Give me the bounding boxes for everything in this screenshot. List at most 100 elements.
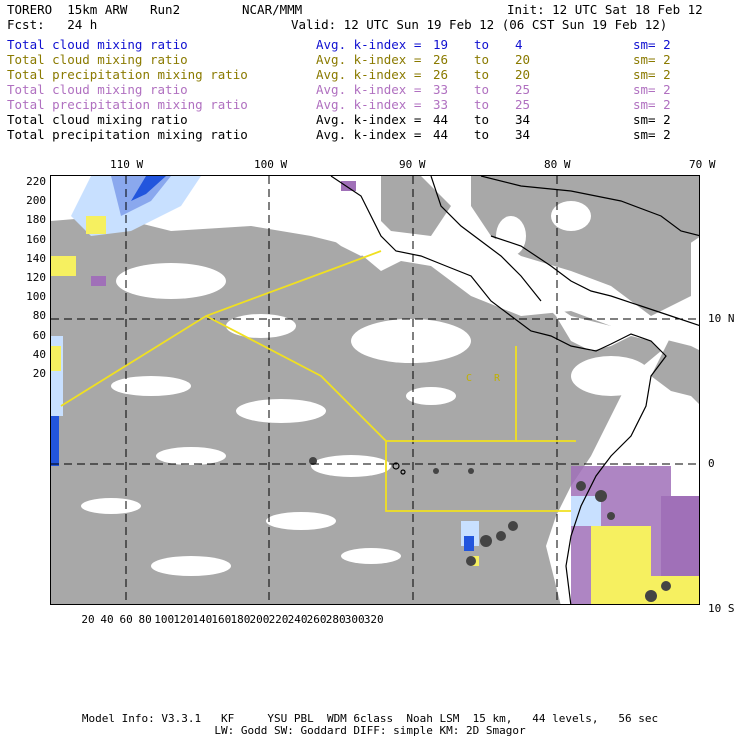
legend-kindex-from: 33 [433,97,449,112]
legend-field-label: Total precipitation mixing ratio [7,97,248,112]
legend-smoothing: sm= 2 [633,127,671,142]
legend-to-word: to [474,52,490,67]
coastlines [330,176,699,604]
valid-time: Valid: 12 UTC Sun 19 Feb 12 (06 CST Sun … [291,17,668,32]
legend-kindex-to: 20 [515,67,531,82]
x-tick-label: 100 [154,613,175,626]
model-info-line: Model Info: V3.3.1 KF YSU PBL WDM 6class… [81,712,659,725]
legend-to-word: to [474,82,490,97]
high-kindex-cores [309,457,671,602]
legend-kindex-label: Avg. k-index = [316,82,422,97]
x-tick-label: 240 [287,613,308,626]
legend-row: Total precipitation mixing ratio Avg. k-i… [7,67,733,82]
weather-map: C R [51,176,699,604]
y-tick-label: 40 [32,347,46,361]
legend-kindex-to: 25 [515,97,531,112]
legend-kindex-label: Avg. k-index = [316,112,422,127]
land-mexico [281,176,381,256]
legend-row: Total cloud mixing ratio Avg. k-index = 44… [7,112,733,127]
y-tick-label: 100 [26,290,46,304]
legend-kindex-to: 4 [515,37,523,52]
x-tick-label: 220 [268,613,289,626]
legend-field-label: Total precipitation mixing ratio [7,127,248,142]
x-tick-label: 60 [119,613,133,626]
lat-lon-grid [51,176,699,604]
x-tick-label: 300 [344,613,365,626]
y-tick-label: 60 [32,328,46,342]
organization-label: NCAR/MMM [242,2,303,17]
x-tick-label: 120 [173,613,194,626]
legend-to-word: to [474,112,490,127]
physics-info-line: LW: Godd SW: Goddard DIFF: simple KM: 2D… [214,724,526,737]
legend-field-label: Total cloud mixing ratio [7,82,188,97]
lon-label-70w: 70 W [689,158,716,171]
y-tick-label: 180 [26,213,46,227]
x-tick-label: 140 [192,613,213,626]
lon-label-100w: 100 W [254,158,288,171]
legend-kindex-to: 25 [515,82,531,97]
init-time: Init: 12 UTC Sat 18 Feb 12 [507,2,703,17]
y-tick-label: 140 [26,251,46,265]
legend-row: Total precipitation mixing ratio Avg. k-i… [7,127,733,142]
x-tick-label: 40 [100,613,114,626]
domain-boundary [60,250,576,512]
legend-field-label: Total cloud mixing ratio [7,112,188,127]
legend-smoothing: sm= 2 [633,97,671,112]
lat-label-10n: 10 N [708,312,735,325]
y-tick-label: 200 [26,194,46,208]
lon-label-80w: 80 W [544,158,571,171]
legend-smoothing: sm= 2 [633,52,671,67]
legend-row: Total cloud mixing ratio Avg. k-index = 19… [7,37,733,52]
x-tick-label: 200 [249,613,270,626]
legend-field-label: Total cloud mixing ratio [7,37,188,52]
legend-row: Total cloud mixing ratio Avg. k-index = 26… [7,52,733,67]
x-tick-label: 180 [230,613,251,626]
country-label-r: R [494,373,501,384]
legend-kindex-from: 26 [433,67,449,82]
legend-smoothing: sm= 2 [633,82,671,97]
x-tick-label: 80 [138,613,152,626]
legend-kindex-to: 34 [515,112,531,127]
y-tick-label: 220 [26,175,46,188]
legend-to-word: to [474,67,490,82]
y-tick-label: 80 [32,309,46,323]
lon-label-90w: 90 W [399,158,426,171]
x-tick-label: 160 [211,613,232,626]
legend-field-label: Total precipitation mixing ratio [7,67,248,82]
legend-kindex-label: Avg. k-index = [316,97,422,112]
legend-kindex-label: Avg. k-index = [316,37,422,52]
country-label-c: C [466,373,472,384]
legend-kindex-from: 44 [433,112,449,127]
x-tick-label: 320 [363,613,384,626]
x-tick-label: 260 [306,613,327,626]
map-panel: C R [50,175,700,605]
legend-kindex-to: 34 [515,127,531,142]
legend-to-word: to [474,97,490,112]
lon-label-110w: 110 W [110,158,144,171]
forecast-hour: Fcst: 24 h [7,17,98,32]
legend-field-label: Total cloud mixing ratio [7,52,188,67]
legend-kindex-from: 44 [433,127,449,142]
legend-smoothing: sm= 2 [633,37,671,52]
lat-label-0: 0 [708,457,715,470]
y-tick-label: 160 [26,232,46,246]
legend-row: Total cloud mixing ratio Avg. k-index = 33… [7,82,733,97]
y-tick-label: 120 [26,271,46,284]
legend-kindex-to: 20 [515,52,531,67]
y-tick-label: 20 [32,367,46,380]
model-title: TORERO 15km ARW Run2 [7,2,181,17]
legend-smoothing: sm= 2 [633,112,671,127]
legend-to-word: to [474,127,490,142]
legend-kindex-from: 26 [433,52,449,67]
x-tick-label: 20 [81,613,95,626]
legend-kindex-from: 19 [433,37,449,52]
legend-kindex-label: Avg. k-index = [316,52,422,67]
x-tick-label: 280 [325,613,346,626]
legend-kindex-from: 33 [433,82,449,97]
moderate-kindex-cloud [51,181,699,604]
lat-label-10s: 10 S [708,602,735,615]
legend-kindex-label: Avg. k-index = [316,67,422,82]
legend-smoothing: sm= 2 [633,67,671,82]
legend-row: Total precipitation mixing ratio Avg. k-i… [7,97,733,112]
legend-kindex-label: Avg. k-index = [316,127,422,142]
